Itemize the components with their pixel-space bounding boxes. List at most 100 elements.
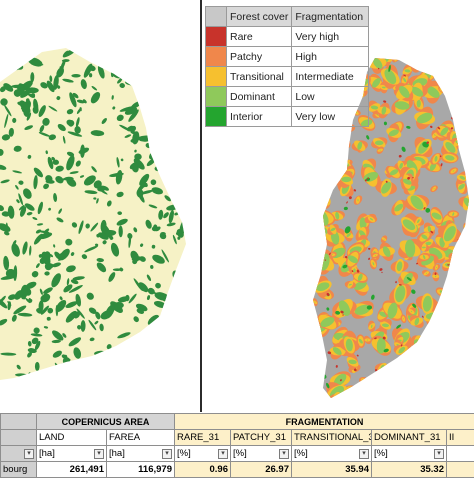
dominant-patch <box>316 346 317 347</box>
dominant-patch <box>465 363 473 374</box>
patchy-patch <box>322 166 332 174</box>
forest-patch <box>181 317 194 324</box>
filter-dropdown-icon[interactable]: ▾ <box>218 449 228 459</box>
value-farea: 116,979 <box>107 462 175 478</box>
dominant-patch <box>362 380 368 384</box>
transitional-patch <box>454 258 473 270</box>
forest-patch <box>65 378 79 384</box>
patchy-patch <box>312 343 322 351</box>
forest-patch <box>128 52 139 64</box>
dominant-patch <box>308 162 311 164</box>
forest-patch <box>188 151 195 160</box>
filter-dropdown-icon[interactable]: ▾ <box>279 449 289 459</box>
forest-patch <box>165 71 169 75</box>
rare-patch <box>313 232 317 236</box>
group-header-blank <box>1 414 37 430</box>
forest-patch <box>158 141 161 145</box>
forest-patch <box>86 367 91 372</box>
patchy-patch <box>455 363 462 372</box>
dominant-patch <box>457 259 471 269</box>
patchy-patch <box>311 391 321 399</box>
forest-patch <box>17 47 25 55</box>
dominant-patch <box>468 161 474 170</box>
forest-patch <box>129 46 133 50</box>
legend-fragmentation-label: High <box>292 47 369 67</box>
forest-patch <box>95 60 102 66</box>
legend-fragmentation-label: Very high <box>292 27 369 47</box>
unit-farea: [ha] <box>109 448 125 459</box>
patchy-patch <box>309 391 329 404</box>
dominant-patch <box>316 155 324 166</box>
filter-dropdown-icon[interactable]: ▾ <box>359 449 369 459</box>
forest-patch <box>179 314 184 320</box>
patchy-patch <box>452 335 470 349</box>
dominant-patch <box>444 337 447 338</box>
patchy-patch <box>446 313 459 328</box>
transitional-patch <box>386 379 393 384</box>
transitional-patch <box>442 318 464 344</box>
dominant-patch <box>458 367 459 368</box>
column-header-patchy: PATCHY_31 <box>231 430 292 446</box>
legend-swatch-patchy <box>206 47 227 67</box>
value-rare: 0.96 <box>175 462 231 478</box>
rare-patch <box>465 372 469 376</box>
rare-patch <box>315 314 317 317</box>
filter-dropdown-icon[interactable]: ▾ <box>162 449 172 459</box>
dominant-patch <box>453 254 459 262</box>
patchy-patch <box>401 367 430 396</box>
forest-patch <box>140 355 144 364</box>
transitional-patch <box>428 371 440 382</box>
forest-patch <box>191 231 199 237</box>
forest-patch <box>134 69 144 86</box>
filter-dropdown-icon[interactable]: ▾ <box>24 449 34 459</box>
forest-patch <box>185 95 191 98</box>
forest-patch <box>160 232 166 235</box>
value-dominant: 35.32 <box>372 462 447 478</box>
transitional-patch <box>434 344 447 355</box>
patchy-patch <box>297 228 320 248</box>
legend-row-rare: Rare Very high <box>206 27 369 47</box>
forest-patch <box>101 373 108 378</box>
rare-patch <box>462 291 463 294</box>
transitional-patch <box>454 93 467 105</box>
fragmentation-header: FRAGMENTATION <box>175 414 474 430</box>
patchy-patch <box>460 249 474 267</box>
forest-patch <box>115 50 124 60</box>
filter-dropdown-icon[interactable]: ▾ <box>94 449 104 459</box>
patchy-patch <box>428 324 454 352</box>
rare-patch <box>320 175 322 177</box>
forest-patch <box>14 56 23 66</box>
filter-dropdown-icon[interactable]: ▾ <box>434 449 444 459</box>
patchy-patch <box>452 252 474 276</box>
dominant-patch <box>462 99 473 112</box>
legend-header-fragmentation: Fragmentation <box>292 7 369 27</box>
transitional-patch <box>456 365 461 371</box>
patchy-patch <box>439 316 468 347</box>
interior-patch <box>469 246 471 249</box>
forest-patch <box>164 326 172 335</box>
forest-patch <box>156 360 165 369</box>
forest-patch <box>126 361 132 368</box>
rare-patch <box>445 65 448 68</box>
forest-patch <box>133 358 138 365</box>
transitional-patch <box>467 159 474 174</box>
transitional-patch <box>466 82 472 87</box>
unit-cell: [ha]▾ <box>37 446 107 462</box>
patchy-patch <box>452 91 468 108</box>
rare-patch <box>442 359 444 361</box>
patchy-patch <box>311 150 330 171</box>
dominant-patch <box>456 96 463 102</box>
legend-row-dominant: Dominant Low <box>206 87 369 107</box>
patchy-patch <box>430 370 439 384</box>
forest-patch <box>52 40 62 50</box>
forest-patch <box>161 79 165 86</box>
forest-patch <box>80 374 96 380</box>
dominant-patch <box>443 298 447 300</box>
transitional-patch <box>467 266 473 273</box>
transitional-patch <box>422 362 440 377</box>
dominant-patch <box>406 373 426 390</box>
transitional-patch <box>366 378 384 390</box>
transitional-patch <box>460 375 474 399</box>
dominant-patch <box>323 126 334 141</box>
forest-patch <box>178 50 194 64</box>
